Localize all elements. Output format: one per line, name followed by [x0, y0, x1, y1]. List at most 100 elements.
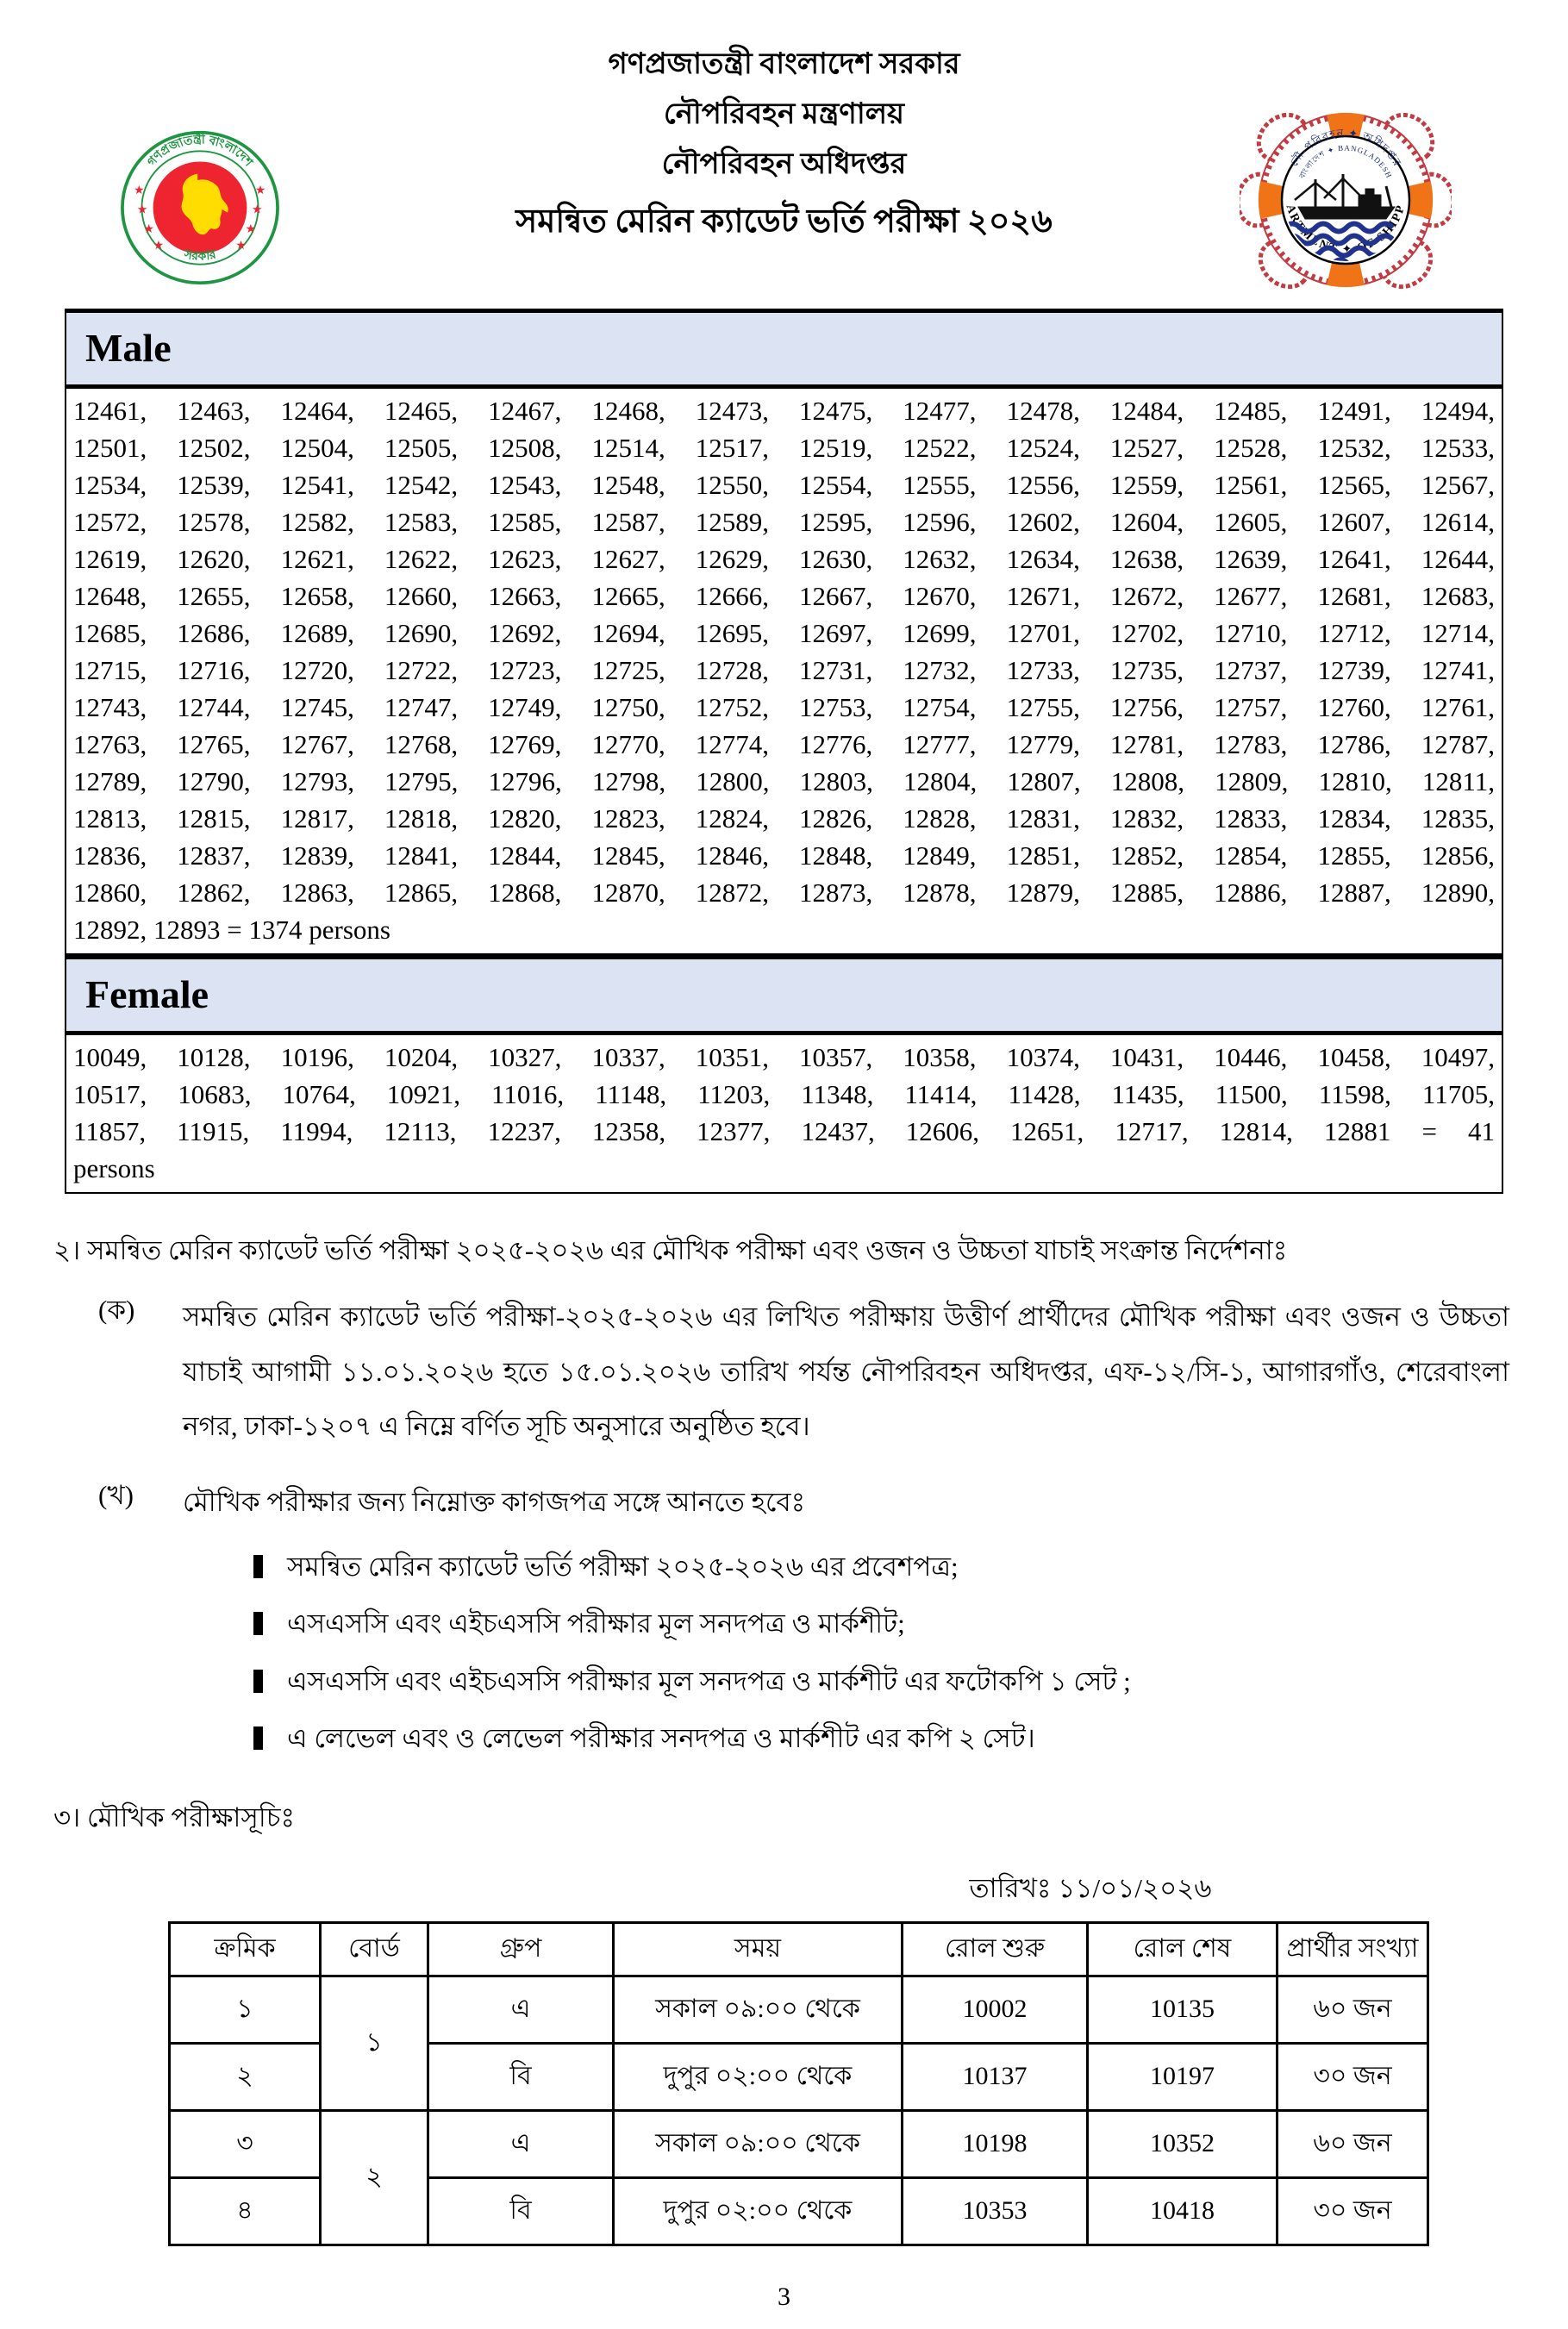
roll-line: 12534, 12539, 12541, 12542, 12543, 12548…: [73, 470, 1495, 500]
cell-board: ১: [319, 1974, 429, 2112]
section2-title: ২। সমন্বিত মেরিন ক্যাডেট ভর্তি পরীক্ষা ২…: [53, 1235, 1288, 1265]
male-section-label: Male: [85, 326, 172, 370]
bullet-text: এসএসসি এবং এইচএসসি পরীক্ষার মূল সনদপত্র …: [287, 1665, 1131, 1696]
item-kha-label: (খ): [98, 1480, 134, 1511]
cell-count: ৩০ জন: [1276, 2041, 1429, 2112]
list-item: এসএসসি এবং এইচএসসি পরীক্ষার মূল সনদপত্র …: [253, 1662, 1515, 1702]
cell-roll-start: 10002: [901, 1974, 1089, 2045]
roll-line: 11857, 11915, 11994, 12113, 12237, 12358…: [73, 1116, 1495, 1146]
roll-line: 12789, 12790, 12793, 12795, 12796, 12798…: [73, 766, 1495, 796]
svg-text:সরকার: সরকার: [182, 247, 218, 264]
cell-group: বি: [427, 2176, 615, 2246]
roll-line: 10517, 10683, 10764, 10921, 11016, 11148…: [73, 1079, 1495, 1109]
cell-count: ৬০ জন: [1276, 1974, 1429, 2045]
cell-count: ৩০ জন: [1276, 2176, 1429, 2246]
bullet-text: এ লেভেল এবং ও লেভেল পরীক্ষার সনদপত্র ও ম…: [287, 1723, 1035, 1754]
roll-line: 12743, 12744, 12745, 12747, 12749, 12750…: [73, 692, 1495, 722]
required-documents-list: সমন্বিত মেরিন ক্যাডেট ভর্তি পরীক্ষা ২০২৫…: [253, 1547, 1515, 1759]
table-row: ২ বি দুপুর ০২:০০ থেকে 10137 10197 ৩০ জন: [168, 2041, 1429, 2112]
col-header-board: বোর্ড: [319, 1920, 429, 1977]
square-bullet-icon: [253, 1669, 263, 1693]
page-header: গণপ্রজাতন্ত্রী বাংলাদেশ সরকার ★ ★ ★ ★ ★ ★ ★ ★: [0, 0, 1568, 303]
square-bullet-icon: [253, 1726, 263, 1751]
bangladesh-map-shape: [181, 173, 228, 235]
cell-time: সকাল ০৯:০০ থেকে: [612, 1974, 903, 2045]
bangladesh-government-emblem-icon: গণপ্রজাতন্ত্রী বাংলাদেশ সরকার ★★★★ ★★★★: [121, 130, 279, 285]
cell-count: ৬০ জন: [1276, 2108, 1429, 2179]
roll-line-total: persons: [73, 1153, 155, 1183]
cell-roll-end: 10418: [1086, 2176, 1278, 2246]
col-header-roll-start: রোল শুরু: [901, 1920, 1089, 1977]
square-bullet-icon: [253, 1554, 263, 1578]
roll-line: 12461, 12463, 12464, 12465, 12467, 12468…: [73, 396, 1495, 426]
roll-line: 12836, 12837, 12839, 12841, 12844, 12845…: [73, 840, 1495, 871]
department-title-line3: নৌপরিবহন অধিদপ্তর: [661, 148, 907, 180]
roll-line: 10049, 10128, 10196, 10204, 10327, 10337…: [73, 1042, 1495, 1072]
list-item: এ লেভেল এবং ও লেভেল পরীক্ষার সনদপত্র ও ম…: [253, 1719, 1515, 1759]
female-section-header: Female: [65, 955, 1503, 1035]
gov-title-line1: গণপ্রজাতন্ত্রী বাংলাদেশ সরকার: [608, 48, 960, 80]
male-section-header: Male: [65, 309, 1503, 389]
emblem-stars: ★ ★ ★ ★ ★ ★ ★ ★: [134, 184, 265, 253]
cell-serial: ৩: [168, 2108, 322, 2179]
cell-board: ২: [319, 2108, 429, 2246]
instructions-section: ২। সমন্বিত মেরিন ক্যাডেট ভর্তি পরীক্ষা ২…: [53, 1232, 1515, 1759]
viva-schedule-table: ক্রমিক বোর্ড গ্রুপ সময় রোল শুরু রোল শেষ…: [168, 1920, 1429, 2246]
square-bullet-icon: [253, 1612, 263, 1636]
roll-line: 12860, 12862, 12863, 12865, 12868, 12870…: [73, 877, 1495, 908]
cell-serial: ২: [168, 2041, 322, 2112]
svg-text:★: ★: [134, 184, 145, 197]
roll-line: 12501, 12502, 12504, 12505, 12508, 12514…: [73, 433, 1495, 463]
cell-group: এ: [427, 1974, 615, 2045]
roll-line: 12619, 12620, 12621, 12622, 12623, 12627…: [73, 544, 1495, 574]
bullet-text: সমন্বিত মেরিন ক্যাডেট ভর্তি পরীক্ষা ২০২৫…: [287, 1551, 959, 1582]
item-ka-text: সমন্বিত মেরিন ক্যাডেট ভর্তি পরীক্ষা-২০২৫…: [183, 1302, 1509, 1442]
bullet-text: এসএসসি এবং এইচএসসি পরীক্ষার মূল সনদপত্র …: [287, 1608, 905, 1639]
instruction-item-kha: (খ) মৌখিক পরীক্ষার জন্য নিম্নোক্ত কাগজপত…: [53, 1475, 1515, 1530]
svg-text:★: ★: [235, 239, 247, 253]
section3-title: ৩। মৌখিক পরীক্ষাসূচিঃ: [53, 1801, 295, 1833]
female-roll-list: 10049, 10128, 10196, 10204, 10327, 10337…: [65, 1035, 1503, 1194]
svg-text:★: ★: [246, 222, 257, 236]
cell-group: এ: [427, 2108, 615, 2179]
item-kha-text: মৌখিক পরীক্ষার জন্য নিম্নোক্ত কাগজপত্র স…: [183, 1487, 806, 1518]
cell-roll-start: 10137: [901, 2041, 1089, 2112]
col-header-serial: ক্রমিক: [168, 1920, 322, 1977]
list-item: সমন্বিত মেরিন ক্যাডেট ভর্তি পরীক্ষা ২০২৫…: [253, 1547, 1515, 1588]
cell-time: দুপুর ০২:০০ থেকে: [612, 2176, 903, 2246]
svg-text:★: ★: [252, 203, 263, 217]
result-roster: Male 12461, 12463, 12464, 12465, 12467, …: [65, 309, 1503, 1194]
col-header-roll-end: রোল শেষ: [1086, 1920, 1278, 1977]
instruction-item-ka: (ক) সমন্বিত মেরিন ক্যাডেট ভর্তি পরীক্ষা-…: [53, 1289, 1515, 1454]
exam-title-line4: সমন্বিত মেরিন ক্যাডেট ভর্তি পরীক্ষা ২০২৬: [515, 203, 1053, 240]
svg-text:★: ★: [255, 184, 266, 197]
roll-line: 12648, 12655, 12658, 12660, 12663, 12665…: [73, 581, 1495, 611]
roll-line: 12763, 12765, 12767, 12768, 12769, 12770…: [73, 729, 1495, 759]
col-header-group: গ্রুপ: [427, 1920, 615, 1977]
cell-time: দুপুর ০২:০০ থেকে: [612, 2041, 903, 2112]
schedule-date-label: তারিখঃ ১১/০১/২০২৬: [969, 1872, 1212, 1903]
cell-serial: ১: [168, 1974, 322, 2045]
col-header-time: সময়: [612, 1920, 903, 1977]
table-header-row: ক্রমিক বোর্ড গ্রুপ সময় রোল শুরু রোল শেষ…: [168, 1920, 1429, 1977]
cell-time: সকাল ০৯:০০ থেকে: [612, 2108, 903, 2179]
ministry-title-line2: নৌপরিবহন মন্ত্রণালয়: [663, 98, 905, 130]
cell-roll-start: 10353: [901, 2176, 1089, 2246]
cell-roll-end: 10197: [1086, 2041, 1278, 2112]
list-item: এসএসসি এবং এইচএসসি পরীক্ষার মূল সনদপত্র …: [253, 1604, 1515, 1645]
table-row: ১ ১ এ সকাল ০৯:০০ থেকে 10002 10135 ৬০ জন: [168, 1974, 1429, 2112]
roll-line: 12572, 12578, 12582, 12583, 12585, 12587…: [73, 507, 1495, 537]
roll-line-total: 12892, 12893 = 1374 persons: [73, 915, 390, 945]
department-of-shipping-seal-icon: নৌ-পরিবহন ✦ অধিদপ্তর বাংলাদেশ ✦ BANGLADE…: [1240, 97, 1452, 290]
item-ka-label: (ক): [98, 1295, 135, 1326]
ship-over-waves: [1284, 174, 1396, 261]
cell-roll-end: 10135: [1086, 1974, 1278, 2045]
col-header-count: প্রার্থীর সংখ্যা: [1276, 1920, 1429, 1977]
svg-text:★: ★: [153, 239, 165, 253]
roll-line: 12685, 12686, 12689, 12690, 12692, 12694…: [73, 618, 1495, 648]
cell-serial: ৪: [168, 2176, 322, 2246]
cell-roll-start: 10198: [901, 2108, 1089, 2179]
svg-text:★: ★: [143, 222, 154, 236]
table-row: ৩ ২ এ সকাল ০৯:০০ থেকে 10198 10352 ৬০ জন: [168, 2108, 1429, 2246]
